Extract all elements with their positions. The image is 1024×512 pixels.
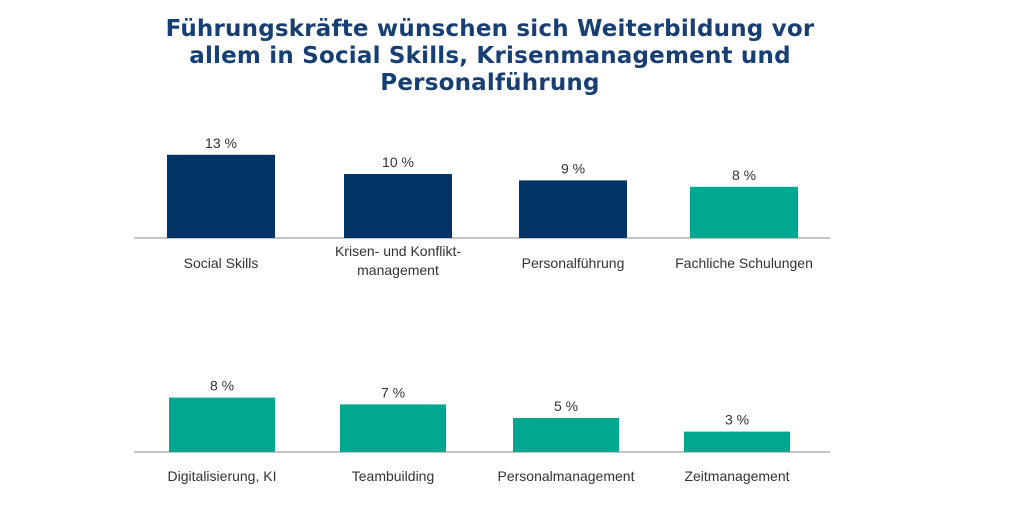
category-label: Fachliche Schulungen xyxy=(675,255,813,271)
bar xyxy=(340,404,446,452)
data-label: 9 % xyxy=(561,160,585,176)
category-label: Zeitmanagement xyxy=(684,468,789,484)
category-label: Social Skills xyxy=(184,255,259,271)
bar xyxy=(690,186,798,238)
data-label: 7 % xyxy=(381,384,405,400)
category-label: Teambuilding xyxy=(352,468,435,484)
category-label: Personalmanagement xyxy=(498,468,635,484)
data-label: 3 % xyxy=(725,412,749,428)
bar xyxy=(169,397,275,452)
bar xyxy=(684,431,790,452)
bar xyxy=(519,180,627,238)
bar xyxy=(167,154,275,238)
bar xyxy=(344,174,452,238)
data-label: 8 % xyxy=(732,167,756,183)
category-label: Personalführung xyxy=(522,255,625,271)
data-label: 13 % xyxy=(205,135,237,151)
chart-title: Führungskräfte wünschen sich Weiterbildu… xyxy=(165,16,815,96)
category-label: Digitalisierung, KI xyxy=(168,468,277,484)
data-label: 10 % xyxy=(382,154,414,170)
category-label: Krisen- und Konflikt-management xyxy=(335,243,461,278)
data-label: 5 % xyxy=(554,398,578,414)
data-label: 8 % xyxy=(210,378,234,394)
bar xyxy=(513,418,619,452)
